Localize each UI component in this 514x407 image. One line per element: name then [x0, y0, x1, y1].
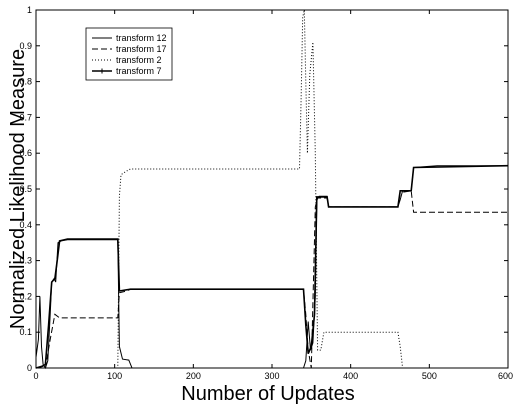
x-axis-ticks: 0 100 200 300 400 500 600 [33, 10, 513, 381]
y-tick-label: 0.9 [19, 41, 32, 51]
legend-label: transform 17 [116, 44, 167, 54]
x-tick-label: 600 [498, 371, 513, 381]
x-tick-label: 200 [186, 371, 201, 381]
y-tick-label: 0.5 [19, 184, 32, 194]
y-tick-label: 0.8 [19, 77, 32, 87]
x-tick-label: 100 [107, 371, 122, 381]
y-tick-label: 0.1 [19, 327, 32, 337]
y-axis-label: Normalized Likelihood Measure [7, 49, 29, 329]
y-tick-label: 0.4 [19, 220, 32, 230]
legend-label: transform 2 [116, 55, 162, 65]
series-line-4 [35, 164, 509, 369]
series-layer [35, 9, 509, 370]
x-tick-label: 400 [343, 371, 358, 381]
y-tick-label: 0.7 [19, 112, 32, 122]
x-tick-label: 500 [422, 371, 437, 381]
y-tick-label: 0.2 [19, 291, 32, 301]
y-tick-label: 1 [27, 5, 32, 15]
x-tick-label: 0 [33, 371, 38, 381]
y-tick-label: 0.6 [19, 148, 32, 158]
x-tick-label: 300 [264, 371, 279, 381]
legend-label: transform 12 [116, 33, 167, 43]
legend-label: transform 7 [116, 66, 162, 76]
x-axis-label: Number of Updates [181, 383, 354, 405]
y-axis-ticks: 0 0.1 0.2 0.3 0.4 0.5 0.6 0.7 0.8 0.9 1 [19, 5, 508, 373]
y-tick-label: 0.3 [19, 256, 32, 266]
y-tick-label: 0 [27, 363, 32, 373]
